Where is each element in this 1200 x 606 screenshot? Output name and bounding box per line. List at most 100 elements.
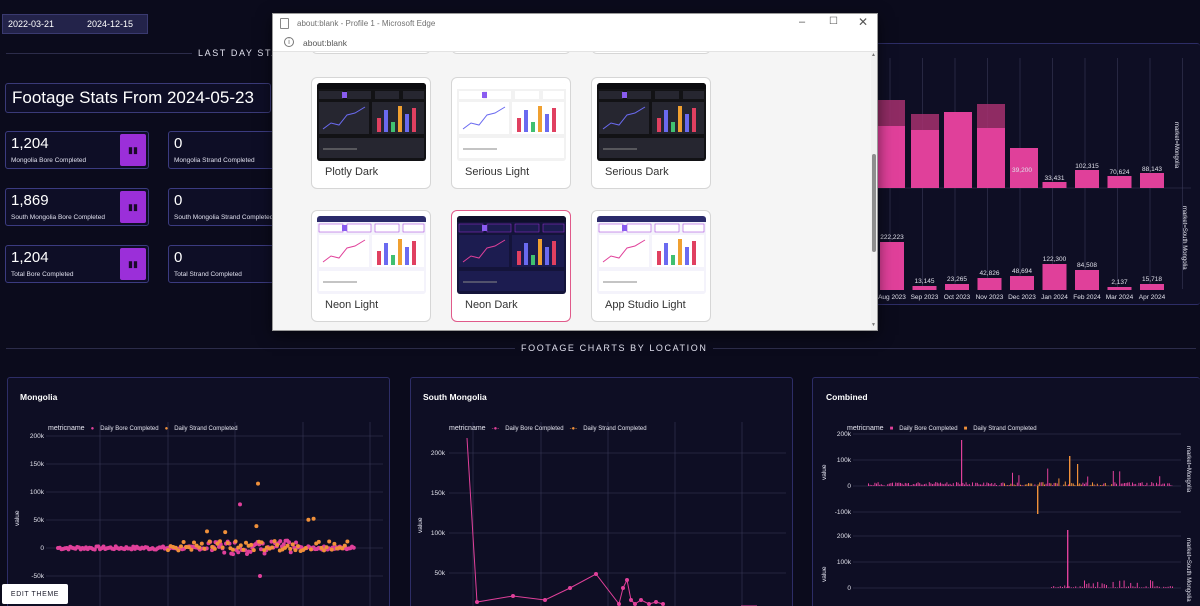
date-range-picker[interactable]: 2022-03-21 2024-12-15 <box>2 14 148 34</box>
bar-mark <box>1130 485 1132 486</box>
bar-mark <box>1031 483 1033 486</box>
bar-mark <box>911 485 913 486</box>
section-title-last-day: LAST DAY STAT <box>192 48 292 58</box>
data-point <box>176 548 181 553</box>
scrollbar-thumb[interactable] <box>872 154 876 252</box>
theme-card[interactable]: Serious Dark <box>591 77 711 189</box>
edit-theme-button[interactable]: EDIT THEME <box>2 584 68 604</box>
address-bar[interactable]: i about:blank <box>273 34 877 52</box>
bar-chart-icon[interactable]: ▮▮ <box>120 248 146 280</box>
data-point <box>275 542 280 547</box>
panel-title: South Mongolia <box>423 392 487 402</box>
bar-mark <box>868 483 869 486</box>
bar-mark <box>1063 484 1065 486</box>
preview-bar <box>678 106 682 132</box>
bar-mark <box>1127 482 1129 486</box>
preview-bar <box>678 239 682 265</box>
bar-mark <box>1162 483 1164 486</box>
bar-mark <box>1074 484 1076 486</box>
theme-card-partial[interactable] <box>451 52 571 54</box>
y-tick-label: 100k <box>30 489 45 496</box>
preview-bar <box>545 247 549 265</box>
scroll-down-icon[interactable]: ▼ <box>871 322 876 328</box>
data-point <box>225 541 230 546</box>
theme-card-partial[interactable] <box>311 52 431 54</box>
stat-card-mongolia-bore: 1,204 Mongolia Bore Completed ▮▮ <box>5 131 149 169</box>
bar-mark <box>1086 583 1088 588</box>
data-point <box>270 545 274 550</box>
bar-mark <box>1050 483 1052 486</box>
data-point <box>345 539 350 544</box>
bar-mark <box>1090 586 1092 588</box>
y-axis-label: value <box>14 510 21 526</box>
preview-header <box>457 83 566 89</box>
bar-mark <box>944 483 946 486</box>
preview-card <box>319 91 343 99</box>
data-point <box>322 548 326 553</box>
bar-mark <box>1037 486 1039 514</box>
bar-data-label: 42,826 <box>980 270 1000 277</box>
bar-mark <box>1055 587 1057 588</box>
bar-chart-icon[interactable]: ▮▮ <box>120 134 146 166</box>
url-text[interactable]: about:blank <box>303 38 347 48</box>
minimize-icon[interactable]: – <box>799 16 806 28</box>
preview-line <box>602 239 646 263</box>
bar-chart-icon[interactable]: ▮▮ <box>120 191 146 223</box>
end-date[interactable]: 2024-12-15 <box>87 19 134 29</box>
bar-mark <box>1040 482 1042 486</box>
data-point <box>294 540 298 545</box>
bar-data-label: 88,143 <box>1142 166 1162 173</box>
preview-card <box>542 223 565 233</box>
start-date[interactable]: 2022-03-21 <box>8 19 55 29</box>
preview-bar <box>692 241 696 265</box>
bar-mark <box>1053 586 1055 588</box>
preview-bar <box>531 122 535 132</box>
theme-preview-graphic <box>597 216 706 291</box>
data-point <box>207 539 212 544</box>
chart-legend: metricname ■ Daily Bore Completed ■ Daily … <box>847 425 1037 432</box>
bar-mark <box>1114 482 1116 486</box>
bar-mark <box>1042 182 1067 188</box>
data-point <box>568 586 572 590</box>
preview-footer-panel <box>599 271 704 291</box>
close-icon[interactable]: ✕ <box>858 15 869 29</box>
popup-scrollbar[interactable]: ▲ ▼ <box>871 52 877 330</box>
data-point <box>661 602 665 606</box>
stat-card-total-strand: 0 Total Strand Completed <box>168 245 278 283</box>
bar-mark <box>1119 580 1121 588</box>
bar-mark <box>1124 483 1125 486</box>
preview-card <box>403 91 424 99</box>
bar-mark <box>1145 586 1147 588</box>
theme-card[interactable]: App Studio Light <box>591 210 711 322</box>
data-point <box>231 547 235 552</box>
y-tick-label: 200k <box>837 431 852 438</box>
theme-card[interactable]: Neon Light <box>311 210 431 322</box>
chart-panel-mongolia: Mongolia 200k 150k 100k 50k 0 -50k metricname… <box>7 377 390 606</box>
info-icon[interactable]: i <box>284 37 294 47</box>
scroll-up-icon[interactable]: ▲ <box>871 52 876 58</box>
bar-mark <box>941 483 943 486</box>
preview-bar <box>524 243 528 265</box>
theme-card[interactable]: Serious Light <box>451 77 571 189</box>
theme-card-partial[interactable] <box>591 52 711 54</box>
data-point <box>189 547 194 552</box>
data-point <box>256 481 260 486</box>
preview-bar <box>405 247 409 265</box>
data-point <box>231 552 235 557</box>
theme-preview-thumbnail <box>457 83 566 161</box>
bar-mark <box>1013 484 1015 486</box>
x-tick-label: Mar 2024 <box>1106 294 1134 301</box>
theme-card[interactable]: Neon Dark <box>451 210 571 322</box>
data-point <box>288 546 293 551</box>
window-title: about:blank - Profile 1 - Microsoft Edge <box>297 19 436 28</box>
bar-mark <box>1133 484 1135 486</box>
preview-accent <box>482 92 487 98</box>
bar-mark <box>912 286 937 290</box>
preview-footer-panel <box>319 271 424 291</box>
bar-mark <box>1069 456 1071 486</box>
data-point <box>285 543 290 548</box>
maximize-icon[interactable]: ☐ <box>829 16 838 27</box>
theme-card[interactable]: Plotly Dark <box>311 77 431 189</box>
bar-mark <box>991 483 993 486</box>
x-tick-label: Sep 2023 <box>911 294 939 301</box>
